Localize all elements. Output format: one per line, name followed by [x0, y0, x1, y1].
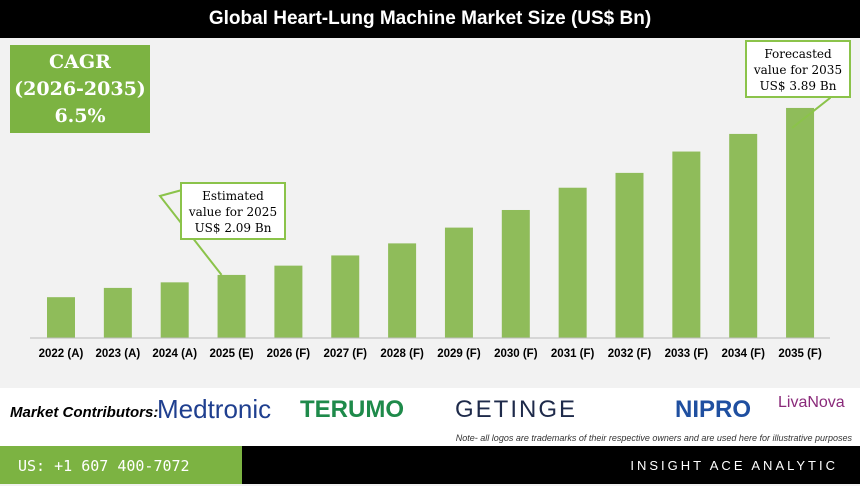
bar: [331, 255, 360, 338]
logo-livanova: LivaNova: [778, 394, 845, 411]
x-tick-label: 2025 (E): [209, 348, 253, 360]
contributors-band: Market Contributors: Medtronic TERUMO GE…: [0, 388, 860, 446]
est-line3: US$ 2.09 Bn: [194, 221, 272, 235]
bar: [558, 187, 587, 338]
trademark-note: Note- all logos are trademarks of their …: [455, 433, 852, 443]
x-tick-label: 2033 (F): [665, 348, 709, 360]
x-tick-label: 2035 (F): [778, 348, 822, 360]
fc-line1: Forecasted: [764, 47, 832, 61]
bar: [160, 282, 189, 338]
x-tick-label: 2031 (F): [551, 348, 595, 360]
x-tick-label: 2032 (F): [608, 348, 652, 360]
estimated-callout: Estimated value for 2025 US$ 2.09 Bn: [180, 182, 286, 240]
chart-title: Global Heart-Lung Machine Market Size (U…: [0, 0, 860, 38]
logo-terumo: TERUMO: [300, 396, 404, 423]
logo-medtronic: Medtronic: [157, 394, 272, 424]
brand-name: INSIGHT ACE ANALYTIC: [242, 446, 860, 484]
logo-getinge: GETINGE: [455, 396, 578, 423]
contributors-label: Market Contributors:: [10, 404, 159, 421]
estimate-pointer: [158, 189, 223, 276]
cagr-label: CAGR: [49, 51, 111, 73]
bar: [615, 172, 644, 338]
cagr-period: (2026-2035): [14, 78, 146, 100]
x-tick-label: 2034 (F): [721, 348, 765, 360]
fc-line3: US$ 3.89 Bn: [759, 79, 837, 93]
forecast-callout: Forecasted value for 2035 US$ 3.89 Bn: [745, 40, 851, 98]
bar: [501, 209, 530, 338]
cagr-box: CAGR (2026-2035) 6.5%: [10, 45, 150, 133]
x-tick-label: 2027 (F): [324, 348, 368, 360]
x-tick-label: 2022 (A): [39, 348, 84, 360]
bar: [444, 227, 473, 338]
x-tick-label: 2026 (F): [267, 348, 311, 360]
bar: [786, 107, 815, 339]
x-tick-label: 2030 (F): [494, 348, 538, 360]
phone-number: US: +1 607 400-7072: [0, 446, 242, 484]
bar: [729, 133, 758, 338]
x-tick-label: 2024 (A): [152, 348, 197, 360]
x-tick-label: 2029 (F): [437, 348, 481, 360]
bar: [388, 243, 417, 338]
bar-chart: 2022 (A) 2023 (A) 2024 (A) 2025 (E) 2026 (F)…: [30, 59, 848, 360]
bar: [103, 287, 132, 338]
est-line1: Estimated: [202, 189, 264, 203]
est-line2: value for 2025: [188, 205, 278, 219]
logo-nipro: NIPRO: [675, 396, 752, 423]
x-tick-label: 2028 (F): [380, 348, 424, 360]
fc-line2: value for 2035: [753, 63, 843, 77]
bar: [672, 151, 701, 338]
bar: [217, 274, 246, 338]
bar: [47, 297, 75, 338]
bar: [274, 265, 303, 338]
x-tick-label: 2023 (A): [95, 348, 140, 360]
cagr-value: 6.5%: [54, 105, 106, 127]
